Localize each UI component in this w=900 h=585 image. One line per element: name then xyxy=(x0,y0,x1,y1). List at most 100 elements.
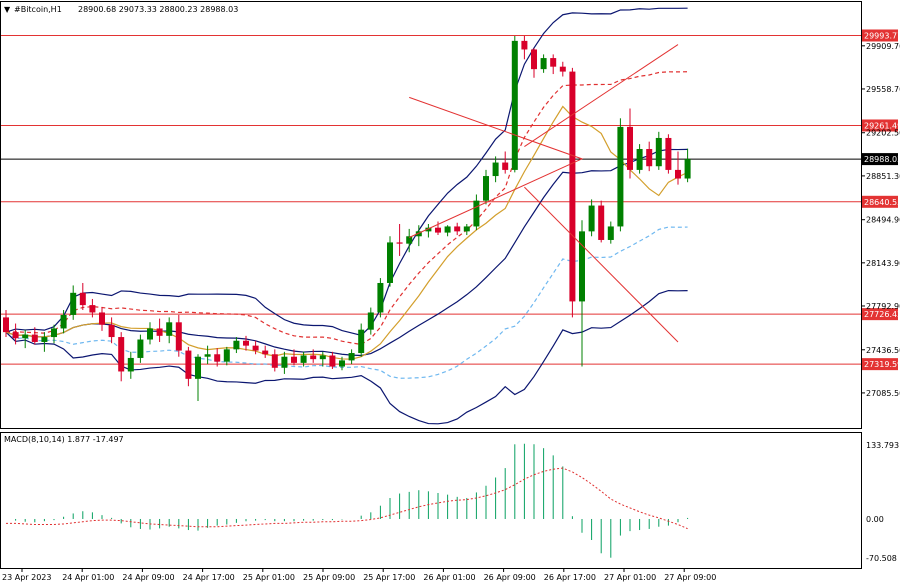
time-tick-label: 26 Apr 01:00 xyxy=(423,573,475,582)
candle-body xyxy=(204,354,211,357)
candle-body xyxy=(175,322,182,351)
candle-body xyxy=(358,329,365,354)
time-tick-label: 25 Apr 09:00 xyxy=(303,573,355,582)
candle-body xyxy=(579,231,585,302)
price-tick-label: 27085.50 xyxy=(866,389,900,398)
time-tick-label: 25 Apr 01:00 xyxy=(243,573,295,582)
candle-body xyxy=(41,337,48,342)
candle-body xyxy=(70,292,77,315)
candle-body xyxy=(492,162,499,177)
candle-body xyxy=(502,162,509,170)
envelope-lower-line xyxy=(5,226,688,379)
price-panel-border xyxy=(0,1,862,429)
level-price-tag xyxy=(862,195,898,208)
candle-body xyxy=(675,169,681,179)
bollinger-lower-line xyxy=(5,290,688,425)
candle-body xyxy=(60,314,67,329)
bollinger-upper-line xyxy=(5,7,688,337)
price-axis: 29909.70 29558.70 29202.50 28851.30 28494.90… xyxy=(861,42,900,398)
candle-body xyxy=(137,339,144,358)
time-tick-label: 27 Apr 01:00 xyxy=(604,573,656,582)
time-tick-label: 26 Apr 09:00 xyxy=(484,573,536,582)
time-tick-label: 24 Apr 01:00 xyxy=(62,573,114,582)
candle-body xyxy=(118,337,125,372)
candle-body xyxy=(550,58,557,67)
candle-body xyxy=(396,242,403,244)
candle-body xyxy=(156,328,163,336)
candle-body xyxy=(483,176,489,201)
price-tick-label: 28143.90 xyxy=(866,259,900,268)
candle-body xyxy=(127,357,134,372)
candle-body xyxy=(252,345,259,351)
triangle-pattern-lines xyxy=(408,96,584,238)
candle-body xyxy=(262,350,269,355)
candle-body xyxy=(22,334,29,339)
candle-body xyxy=(185,350,192,379)
price-tick-label: 28851.30 xyxy=(866,172,900,181)
current-price-label: 28988.03 xyxy=(864,155,900,164)
price-tick-label: 29558.70 xyxy=(866,85,900,94)
level-price-label: 27319.59 xyxy=(864,360,900,369)
candle-body xyxy=(531,49,537,70)
bollinger-middle-line xyxy=(5,148,688,357)
macd-signal-line xyxy=(6,467,688,530)
macd-tick-label: 133.793 xyxy=(866,441,899,450)
time-axis: 23 Apr 2023 24 Apr 01:00 24 Apr 09:00 24 Ap… xyxy=(2,568,716,582)
candle-body xyxy=(310,355,317,360)
symbol-label: #Bitcoin,H1 xyxy=(14,5,62,14)
candle-body xyxy=(406,236,413,244)
candle-body xyxy=(521,40,528,50)
candle-body xyxy=(281,356,288,368)
candle-body xyxy=(329,355,336,367)
candle-body xyxy=(636,149,643,170)
projection-up-line xyxy=(524,44,679,147)
macd-indicator: 133.793 0.00 -70.508 xyxy=(6,441,899,563)
candle-body xyxy=(473,200,480,227)
menu-arrow-icon[interactable]: ▼ xyxy=(4,5,11,14)
candle-body xyxy=(79,292,86,306)
level-price-tag xyxy=(862,119,898,132)
candle-body xyxy=(300,355,307,363)
price-tick-label: 27792.90 xyxy=(866,302,900,311)
candle-body xyxy=(31,334,38,342)
price-tick-label: 28494.90 xyxy=(866,216,900,225)
candle-body xyxy=(559,66,566,72)
envelope-upper-line xyxy=(5,71,688,346)
horizontal-levels: 29993.77 29261.49 28640.55 27726.42 27319.59… xyxy=(1,29,900,371)
ohlc-readout: 28900.68 29073.33 28800.23 28988.03 xyxy=(78,5,238,14)
candle-body xyxy=(233,340,240,350)
triangle-pattern xyxy=(408,44,679,343)
candle-body xyxy=(367,312,374,330)
candle-body xyxy=(454,226,461,232)
candle-body xyxy=(435,227,441,233)
time-tick-label: 23 Apr 2023 xyxy=(2,573,51,582)
candle-body xyxy=(617,126,624,227)
candle-body xyxy=(607,226,614,240)
candle-body xyxy=(425,227,432,232)
level-price-tag xyxy=(862,358,898,371)
time-tick-label: 25 Apr 17:00 xyxy=(363,573,415,582)
candle-body xyxy=(444,226,451,233)
level-price-tag xyxy=(862,308,898,321)
candle-body xyxy=(12,332,19,339)
candle-body xyxy=(51,328,57,338)
candle-body xyxy=(598,205,605,240)
current-price-tag xyxy=(862,153,898,166)
price-tick-label: 27436.50 xyxy=(866,346,900,355)
level-price-label: 29993.77 xyxy=(864,31,900,40)
time-tick-label: 24 Apr 09:00 xyxy=(122,573,174,582)
projection-down-line xyxy=(524,186,679,343)
macd-label: MACD(8,10,14) 1.877 -17.497 xyxy=(4,435,124,444)
candle-body xyxy=(243,340,249,346)
candle-body xyxy=(339,360,345,367)
candle-body xyxy=(627,126,633,170)
candle-body xyxy=(387,242,393,283)
candle-body xyxy=(108,324,115,338)
candle-body xyxy=(89,305,96,313)
candle-body xyxy=(646,149,653,167)
candle-body xyxy=(569,71,576,302)
time-tick-label: 24 Apr 17:00 xyxy=(183,573,235,582)
candle-body xyxy=(415,231,422,237)
